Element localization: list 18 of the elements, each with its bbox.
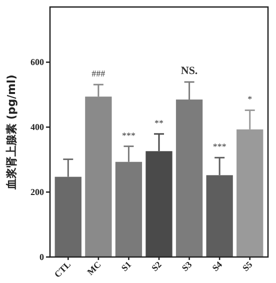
x-tick-label: S5: [240, 258, 255, 274]
x-tick-label: S1: [119, 258, 134, 274]
y-axis-title: 血浆肾上腺素 (pg/ml): [5, 74, 18, 190]
annotation: ###: [92, 68, 106, 79]
x-tick-label: S2: [150, 258, 164, 274]
annotation: **: [154, 118, 164, 128]
annotation: *: [248, 94, 253, 104]
annotation: ***: [212, 142, 227, 152]
y-tick-label: 400: [30, 122, 44, 132]
x-tick-label: S4: [210, 258, 224, 274]
y-tick-label: 600: [30, 57, 44, 68]
y-tick-label: 0: [40, 252, 44, 262]
x-tick-label: MC: [85, 259, 103, 278]
annotation: ***: [122, 130, 136, 140]
x-tick-label: S3: [180, 258, 194, 274]
annotation: NS.: [180, 65, 198, 77]
y-tick-label: 200: [30, 187, 44, 198]
x-tick-label: CTL: [52, 259, 73, 280]
